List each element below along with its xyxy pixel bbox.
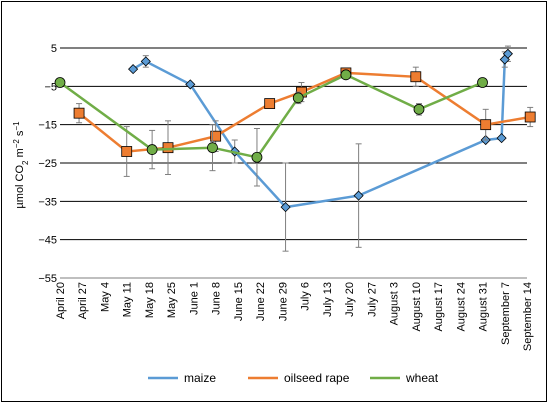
data-point xyxy=(480,119,492,131)
x-tick-label: September 14 xyxy=(522,282,534,351)
legend-label-maize: maize xyxy=(184,371,216,385)
data-point xyxy=(54,77,66,88)
data-point xyxy=(524,111,536,123)
x-tick-labels: April 20 April 27 May 4 May 11 May 18 May 25 J… xyxy=(55,282,534,351)
grid-layer xyxy=(60,47,527,279)
x-tick-label: July 27 xyxy=(366,282,378,317)
x-tick-label: July 13 xyxy=(322,282,334,317)
x-tick-label: May 4 xyxy=(100,282,112,312)
legend-label-wheat: wheat xyxy=(405,371,439,385)
y-tick-labels: 5 −5 −15 −25 −35 −45 −55 xyxy=(38,43,57,285)
y-tick-label: −25 xyxy=(38,158,57,170)
data-point xyxy=(292,92,304,104)
data-point xyxy=(280,202,291,213)
y-tick-label: −15 xyxy=(38,120,57,132)
data-point xyxy=(128,64,139,75)
series-line xyxy=(78,71,531,153)
x-tick-label: August 31 xyxy=(478,282,490,332)
series-oilseed-rape xyxy=(73,66,536,177)
y-tick-label: −55 xyxy=(38,273,57,285)
series-line xyxy=(132,53,509,209)
x-tick-label: August 10 xyxy=(411,282,423,332)
x-tick-label: April 27 xyxy=(77,282,89,319)
data-point xyxy=(162,142,174,154)
x-tick-label: June 22 xyxy=(255,282,267,321)
x-tick-label: August 3 xyxy=(389,282,401,325)
x-tick-label: June 29 xyxy=(277,282,289,321)
y-axis-label: µmol CO2 m−2 s−1 xyxy=(12,121,30,209)
series-wheat xyxy=(54,69,488,187)
legend: maize oilseed rape wheat xyxy=(148,371,439,385)
x-tick-label: September 7 xyxy=(500,282,512,345)
series-maize xyxy=(128,45,513,252)
data-point xyxy=(251,151,263,163)
data-point xyxy=(353,190,364,201)
data-point xyxy=(73,107,85,119)
x-tick-label: May 18 xyxy=(144,282,156,318)
x-tick-label: April 20 xyxy=(55,282,67,319)
data-point xyxy=(121,146,133,157)
data-point xyxy=(496,133,507,144)
data-point xyxy=(477,77,488,88)
y-tick-label: −45 xyxy=(38,235,57,247)
y-tick-label: 5 xyxy=(51,43,57,55)
data-point xyxy=(185,79,196,90)
data-point xyxy=(410,71,422,83)
data-point xyxy=(146,144,158,155)
x-tick-label: July 20 xyxy=(344,282,356,317)
x-tick-label: June 8 xyxy=(211,282,223,315)
data-point xyxy=(210,130,222,142)
x-tick-label: August 24 xyxy=(455,282,467,332)
data-point xyxy=(340,69,352,81)
x-tick-label: July 6 xyxy=(300,282,312,311)
data-point xyxy=(140,56,151,67)
data-point xyxy=(413,103,425,115)
series-layer xyxy=(54,45,536,252)
x-tick-label: May 11 xyxy=(122,282,134,317)
data-point xyxy=(502,48,513,59)
x-tick-label: June 1 xyxy=(188,282,200,315)
y-tick-label: −35 xyxy=(38,196,57,208)
x-tick-label: June 15 xyxy=(233,282,245,321)
data-point xyxy=(264,98,276,109)
x-tick-label: August 17 xyxy=(433,282,445,332)
series-line xyxy=(59,73,483,159)
y-tick-label: −5 xyxy=(44,81,57,93)
legend-label-oilseed-rape: oilseed rape xyxy=(284,371,350,385)
x-tick-label: May 25 xyxy=(166,282,178,318)
data-point xyxy=(207,142,218,154)
